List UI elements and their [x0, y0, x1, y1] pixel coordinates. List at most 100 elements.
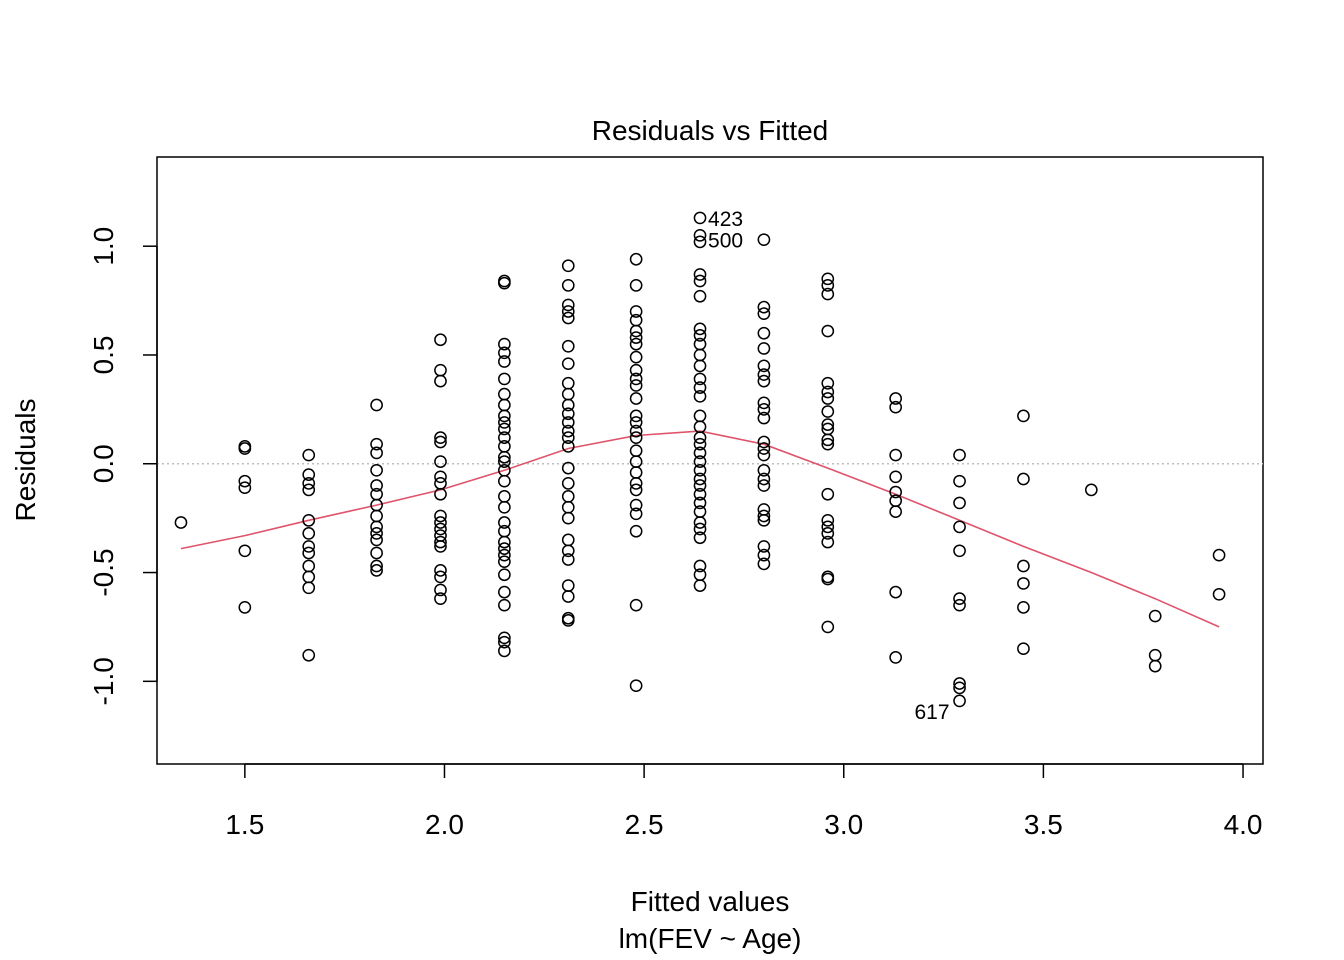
- data-point: [821, 376, 835, 390]
- data-point: [629, 324, 643, 338]
- y-tick-label: 1.0: [88, 227, 119, 266]
- data-point: [498, 440, 511, 453]
- data-point: [629, 392, 643, 405]
- data-point: [629, 524, 643, 538]
- data-point: [693, 381, 707, 394]
- data-point: [1212, 548, 1226, 562]
- data-point: [889, 494, 903, 508]
- data-point: [370, 546, 383, 560]
- data-point: [498, 387, 511, 401]
- data-point: [693, 235, 707, 249]
- data-point: [370, 527, 383, 540]
- data-point: [370, 437, 383, 451]
- data-point: [629, 476, 643, 490]
- data-point: [889, 585, 903, 599]
- data-point: [498, 500, 511, 514]
- data-point: [498, 416, 511, 429]
- data-point: [629, 444, 643, 458]
- data-point: [629, 507, 643, 521]
- data-point: [693, 487, 707, 501]
- data-point: [821, 437, 835, 451]
- data-point: [693, 372, 707, 386]
- data-point: [302, 476, 316, 490]
- data-point: [498, 450, 511, 464]
- data-point: [561, 376, 575, 390]
- data-point: [757, 479, 771, 492]
- data-point: [238, 474, 252, 488]
- data-point: [889, 392, 903, 405]
- data-point: [757, 472, 771, 486]
- data-point: [434, 363, 447, 377]
- data-point: [821, 433, 835, 447]
- data-point: [629, 279, 643, 292]
- data-point: [693, 568, 707, 582]
- x-tick-label: 3.0: [824, 809, 863, 840]
- data-point: [434, 516, 447, 529]
- data-point: [629, 372, 643, 386]
- data-point: [434, 509, 447, 523]
- y-tick-label: -1.0: [88, 657, 119, 705]
- data-point: [693, 516, 707, 529]
- data-point: [757, 326, 771, 340]
- data-point: [757, 463, 771, 477]
- data-point: [629, 466, 643, 479]
- data-point: [953, 598, 966, 612]
- data-point: [821, 385, 835, 399]
- data-point: [498, 346, 511, 360]
- data-point: [953, 496, 966, 510]
- data-point: [370, 487, 383, 501]
- chart-title: Residuals vs Fitted: [592, 115, 829, 146]
- data-point: [238, 544, 252, 558]
- data-point: [561, 259, 575, 273]
- point-label: 617: [915, 701, 950, 724]
- data-point: [757, 233, 771, 247]
- data-point: [757, 359, 771, 373]
- data-point: [498, 431, 511, 445]
- data-point: [629, 337, 643, 351]
- data-point: [693, 329, 707, 342]
- data-point: [757, 557, 771, 571]
- data-point: [629, 431, 643, 445]
- smooth-line-layer: [180, 430, 1220, 628]
- data-point: [434, 592, 447, 606]
- data-point: [757, 368, 771, 381]
- data-point: [370, 398, 383, 412]
- data-point: [693, 505, 707, 518]
- data-point: [434, 476, 447, 490]
- data-point: [498, 542, 511, 555]
- x-tick-label: 4.0: [1224, 809, 1263, 840]
- data-point: [693, 496, 707, 510]
- data-point: [434, 522, 447, 536]
- data-point: [498, 555, 511, 569]
- data-point: [629, 498, 643, 512]
- data-point: [953, 544, 966, 558]
- data-point: [629, 424, 643, 438]
- data-point: [821, 520, 835, 534]
- data-point: [498, 635, 511, 649]
- data-point: [889, 651, 903, 664]
- data-point: [693, 337, 707, 351]
- x-tick-label: 2.0: [425, 809, 464, 840]
- data-point: [434, 564, 447, 577]
- data-point: [302, 448, 316, 462]
- data-point: [757, 342, 771, 355]
- data-point: [434, 374, 447, 388]
- point-label: 423: [708, 208, 743, 231]
- smooth-line: [180, 430, 1220, 628]
- data-point: [302, 483, 316, 497]
- data-point: [561, 416, 575, 429]
- data-point: [821, 513, 835, 527]
- data-point: [498, 490, 511, 503]
- data-point: [434, 487, 447, 501]
- data-point: [821, 272, 835, 286]
- data-point: [434, 455, 447, 468]
- data-point: [889, 485, 903, 499]
- data-point: [693, 472, 707, 486]
- data-point: [434, 540, 447, 553]
- data-point: [629, 598, 643, 612]
- data-point: [434, 470, 447, 484]
- data-point: [757, 411, 771, 425]
- data-point: [302, 513, 316, 527]
- data-point: [757, 435, 771, 449]
- data-point: [302, 648, 316, 662]
